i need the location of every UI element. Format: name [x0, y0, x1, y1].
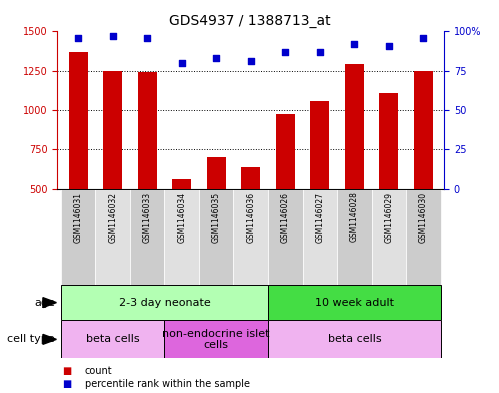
Point: [350, 41, 358, 47]
Point: [316, 49, 324, 55]
Point: [143, 35, 151, 41]
Bar: [310, 101, 329, 267]
Bar: [337, 189, 372, 285]
Point: [385, 42, 393, 49]
Bar: [406, 189, 441, 285]
Point: [419, 35, 427, 41]
Point: [178, 60, 186, 66]
Point: [74, 35, 82, 41]
Text: non-endocrine islet
cells: non-endocrine islet cells: [163, 329, 270, 350]
Text: ■: ■: [62, 379, 72, 389]
Point: [247, 58, 255, 64]
Bar: [61, 285, 268, 320]
Text: cell type: cell type: [7, 334, 55, 344]
Bar: [241, 167, 260, 267]
Bar: [172, 179, 191, 267]
Text: 2-3 day neonate: 2-3 day neonate: [119, 298, 210, 308]
Text: GSM1146030: GSM1146030: [419, 191, 428, 242]
Bar: [268, 320, 441, 358]
Text: GSM1146032: GSM1146032: [108, 191, 117, 242]
Bar: [414, 71, 433, 267]
Bar: [61, 320, 165, 358]
Bar: [68, 52, 88, 267]
Polygon shape: [43, 334, 56, 344]
Bar: [302, 189, 337, 285]
Text: GDS4937 / 1388713_at: GDS4937 / 1388713_at: [169, 14, 330, 28]
Point: [281, 49, 289, 55]
Text: 10 week adult: 10 week adult: [315, 298, 394, 308]
Bar: [199, 189, 234, 285]
Text: beta cells: beta cells: [86, 334, 139, 344]
Text: GSM1146027: GSM1146027: [315, 191, 324, 242]
Text: ■: ■: [62, 365, 72, 376]
Text: GSM1146036: GSM1146036: [246, 191, 255, 242]
Text: GSM1146029: GSM1146029: [384, 191, 393, 242]
Text: beta cells: beta cells: [327, 334, 381, 344]
Text: GSM1146031: GSM1146031: [73, 191, 83, 242]
Bar: [372, 189, 406, 285]
Point: [109, 33, 117, 39]
Point: [212, 55, 220, 61]
Bar: [268, 189, 302, 285]
Text: GSM1146028: GSM1146028: [350, 191, 359, 242]
Bar: [207, 157, 226, 267]
Bar: [268, 285, 441, 320]
Bar: [379, 93, 398, 267]
Bar: [130, 189, 165, 285]
Text: count: count: [85, 365, 112, 376]
Bar: [234, 189, 268, 285]
Text: age: age: [34, 298, 55, 308]
Text: GSM1146026: GSM1146026: [281, 191, 290, 242]
Text: GSM1146033: GSM1146033: [143, 191, 152, 242]
Text: GSM1146034: GSM1146034: [177, 191, 186, 242]
Bar: [345, 64, 364, 267]
Bar: [103, 71, 122, 267]
Bar: [165, 189, 199, 285]
Text: GSM1146035: GSM1146035: [212, 191, 221, 242]
Bar: [276, 114, 295, 267]
Bar: [61, 189, 95, 285]
Bar: [138, 72, 157, 267]
Text: percentile rank within the sample: percentile rank within the sample: [85, 379, 250, 389]
Bar: [95, 189, 130, 285]
Bar: [165, 320, 268, 358]
Polygon shape: [43, 298, 56, 308]
